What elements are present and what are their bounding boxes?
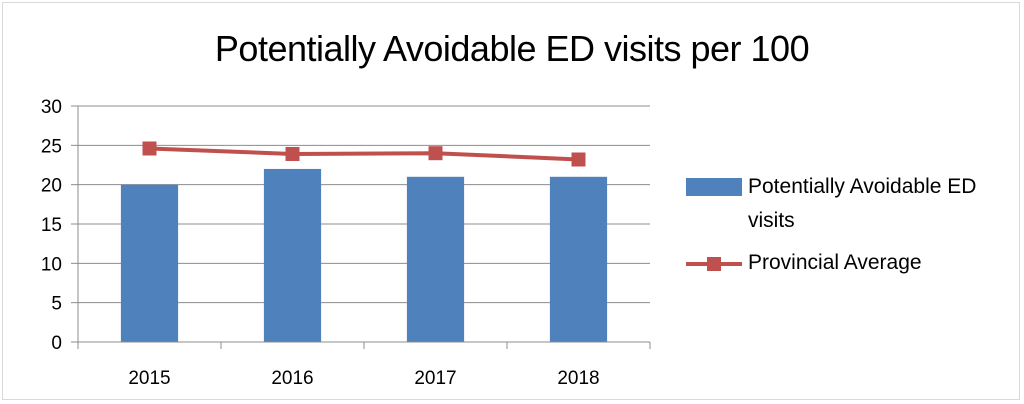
legend-marker-swatch xyxy=(707,257,721,271)
y-tick-label: 0 xyxy=(51,333,62,354)
bar xyxy=(549,176,608,342)
legend: Potentially Avoidable ED visits Provinci… xyxy=(686,170,1016,280)
y-tick-label: 25 xyxy=(41,136,62,157)
series-line xyxy=(149,146,579,162)
y-tick-label: 5 xyxy=(51,294,62,315)
y-tick-label: 30 xyxy=(41,97,62,118)
x-tick-label: 2018 xyxy=(557,368,599,389)
line-marker xyxy=(428,146,443,161)
bar xyxy=(120,184,179,342)
legend-item-line: Provincial Average xyxy=(686,246,1016,280)
legend-item-bars: Potentially Avoidable ED visits xyxy=(686,170,1016,238)
x-tick-label: 2015 xyxy=(128,368,170,389)
line-marker xyxy=(571,152,586,167)
bar xyxy=(406,176,465,342)
bar xyxy=(263,168,322,342)
legend-label-bars: Potentially Avoidable ED visits xyxy=(748,175,977,232)
legend-bar-swatch xyxy=(686,178,742,196)
x-tick-label: 2017 xyxy=(414,368,456,389)
y-tick-label: 10 xyxy=(41,254,62,275)
x-tick-label: 2016 xyxy=(271,368,313,389)
y-tick-label: 20 xyxy=(41,176,62,197)
chart-title: Potentially Avoidable ED visits per 100 xyxy=(214,28,810,69)
legend-label-line: Provincial Average xyxy=(748,251,922,274)
line-marker xyxy=(142,141,157,156)
line-marker xyxy=(285,146,300,161)
y-tick-label: 15 xyxy=(41,215,62,236)
